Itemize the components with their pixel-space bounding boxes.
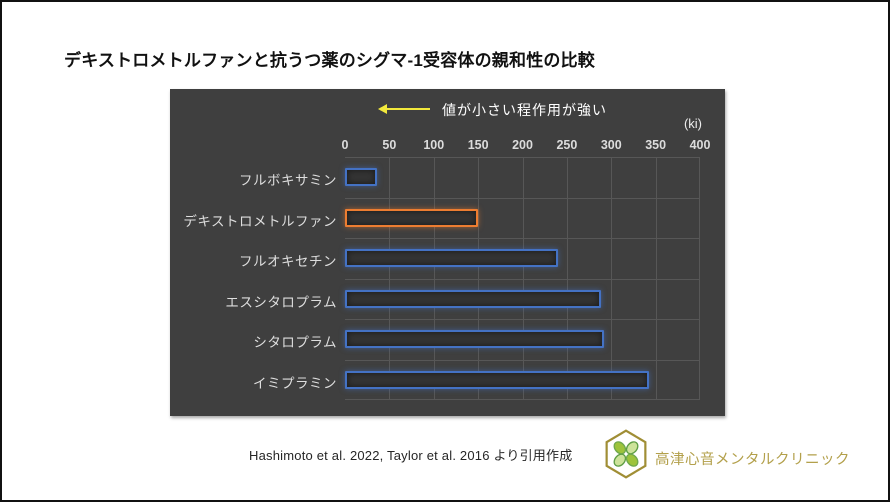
bar-default: [345, 290, 601, 308]
gridline-horizontal: [345, 238, 700, 239]
plot-area: [345, 157, 700, 400]
bar-default: [345, 249, 558, 267]
gridline-vertical: [389, 157, 390, 400]
bar-default: [345, 371, 649, 389]
category-label: フルオキセチン: [239, 254, 337, 269]
category-label: シタロプラム: [253, 335, 337, 350]
gridline-horizontal: [345, 399, 700, 400]
gridline-vertical: [699, 157, 700, 400]
bar-highlight: [345, 209, 478, 227]
x-tick-label: 0: [341, 138, 349, 152]
gridline-horizontal: [345, 157, 700, 158]
page-title: デキストロメトルファンと抗うつ薬のシグマ-1受容体の親和性の比較: [64, 51, 596, 70]
clinic-logo-icon: [605, 429, 647, 479]
gridline-vertical: [656, 157, 657, 400]
left-arrow-icon: [378, 104, 430, 114]
source-note: Hashimoto et al. 2022, Taylor et al. 201…: [249, 448, 573, 463]
gridline-vertical: [478, 157, 479, 400]
x-tick-label: 300: [600, 138, 622, 152]
category-label: イミプラミン: [253, 376, 337, 391]
chart-panel: 値が小さい程作用が強い (ki) 0 50 100 150 200 250 300 350 40…: [170, 89, 725, 416]
x-tick-label: 50: [382, 138, 397, 152]
chart-annotation: 値が小さい程作用が強い: [442, 102, 607, 118]
x-tick-label: 100: [423, 138, 445, 152]
gridline-vertical: [434, 157, 435, 400]
gridline-vertical: [567, 157, 568, 400]
gridline-horizontal: [345, 198, 700, 199]
gridline-horizontal: [345, 319, 700, 320]
bar-default: [345, 168, 377, 186]
x-tick-label: 200: [512, 138, 533, 152]
unit-label: (ki): [683, 116, 703, 131]
gridline-horizontal: [345, 360, 700, 361]
x-tick-label: 350: [645, 138, 667, 152]
x-tick-label: 150: [467, 138, 489, 152]
category-label: エスシタロプラム: [225, 295, 337, 310]
x-tick-label: 400: [689, 138, 711, 152]
category-label: デキストロメトルファン: [183, 214, 337, 229]
x-tick-label: 250: [556, 138, 578, 152]
gridline-vertical: [523, 157, 524, 400]
bar-default: [345, 330, 604, 348]
category-label: フルボキサミン: [239, 173, 337, 188]
gridline-horizontal: [345, 279, 700, 280]
gridline-vertical: [611, 157, 612, 400]
clinic-name: 高津心音メンタルクリニック: [655, 452, 850, 468]
